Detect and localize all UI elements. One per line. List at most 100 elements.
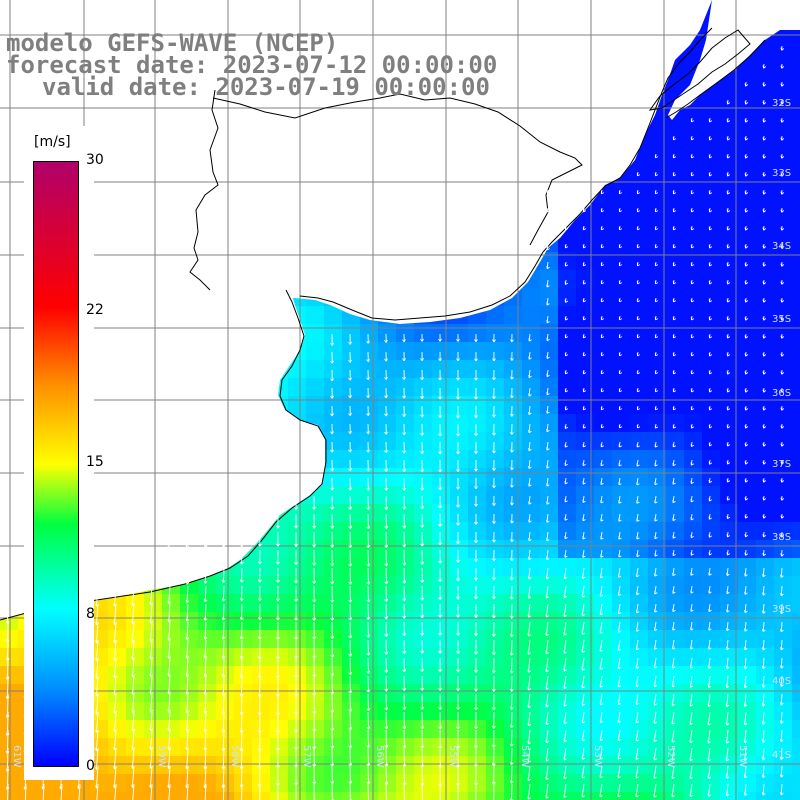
field-cell [720,252,739,271]
wind-arrow [672,369,677,375]
field-cell [702,468,721,487]
field-cell [468,540,487,559]
wind-arrow [726,549,731,556]
field-cell [792,180,800,199]
field-cell [360,432,379,451]
wind-arrow [384,585,389,602]
wind-arrow [743,783,748,796]
wind-arrow [672,297,677,303]
field-cell [432,612,451,631]
wind-arrow [600,549,604,558]
field-cell [126,738,145,757]
field-cell [684,666,703,685]
wind-arrow [653,711,657,724]
wind-arrow [743,765,748,779]
field-cell [756,54,775,73]
wind-arrow [402,369,406,380]
field-cell [684,234,703,253]
wind-arrow [546,297,550,306]
wind-arrow [60,783,63,800]
wind-arrow [690,243,695,249]
field-cell [414,612,433,631]
field-cell [504,792,523,800]
field-cell [468,468,487,487]
wind-arrow [420,423,424,436]
wind-arrow [653,675,658,688]
field-cell [792,306,800,325]
wind-arrow [780,657,784,669]
wind-arrow [258,495,262,511]
field-cell [540,342,559,361]
field-cell [414,558,433,577]
wind-arrow [528,27,533,33]
field-cell [702,774,721,793]
wind-arrow [690,351,695,357]
field-cell [702,630,721,649]
field-cell [720,378,739,397]
field-cell [666,738,685,757]
wind-arrow [366,747,371,767]
field-cell [324,540,343,559]
field-cell [144,756,163,775]
field-cell [432,342,451,361]
field-cell [270,666,289,685]
wind-arrow [672,513,676,522]
field-cell [666,396,685,415]
wind-arrow [672,423,677,429]
wind-arrow [780,387,785,393]
field-cell [396,432,415,451]
field-cell [576,540,595,559]
field-cell [108,756,127,775]
wind-arrow [456,477,460,490]
wind-arrow [744,423,749,429]
field-cell [738,324,757,343]
wind-arrow [726,531,731,538]
wind-arrow [438,423,442,437]
field-cell [180,684,199,703]
wind-arrow [672,495,676,504]
field-cell [324,342,343,361]
field-cell [612,666,631,685]
wind-arrow [726,441,731,447]
field-cell [720,198,739,217]
wind-arrow [330,657,335,677]
field-cell [756,324,775,343]
wind-arrow [330,423,334,435]
field-cell [738,396,757,415]
field-cell [576,666,595,685]
wind-arrow [312,549,316,566]
field-cell [738,270,757,289]
wind-arrow [185,585,190,604]
field-cell [126,720,145,739]
field-cell [720,558,739,577]
wind-arrow [492,621,496,637]
wind-arrow [636,333,641,339]
field-cell [756,450,775,469]
wind-arrow [618,603,622,615]
wind-arrow [672,459,676,467]
wind-arrow [762,99,767,105]
field-cell [756,90,775,109]
longitude-label: 51W [737,745,748,768]
field-cell [72,792,91,800]
field-cell [486,432,505,451]
wind-arrow [708,117,713,123]
wind-arrow [348,333,352,345]
field-cell [594,324,613,343]
field-cell [504,630,523,649]
wind-arrow [618,297,623,303]
field-cell [522,630,541,649]
wind-arrow [527,585,532,599]
wind-arrow [762,423,767,429]
wind-arrow [762,297,767,303]
field-cell [684,720,703,739]
field-cell [576,684,595,703]
wind-arrow [402,639,407,655]
field-cell [540,378,559,397]
field-cell [774,342,793,361]
wind-arrow [654,585,658,595]
field-cell [486,720,505,739]
wind-arrow [708,567,712,576]
field-cell [486,378,505,397]
field-cell [738,522,757,541]
